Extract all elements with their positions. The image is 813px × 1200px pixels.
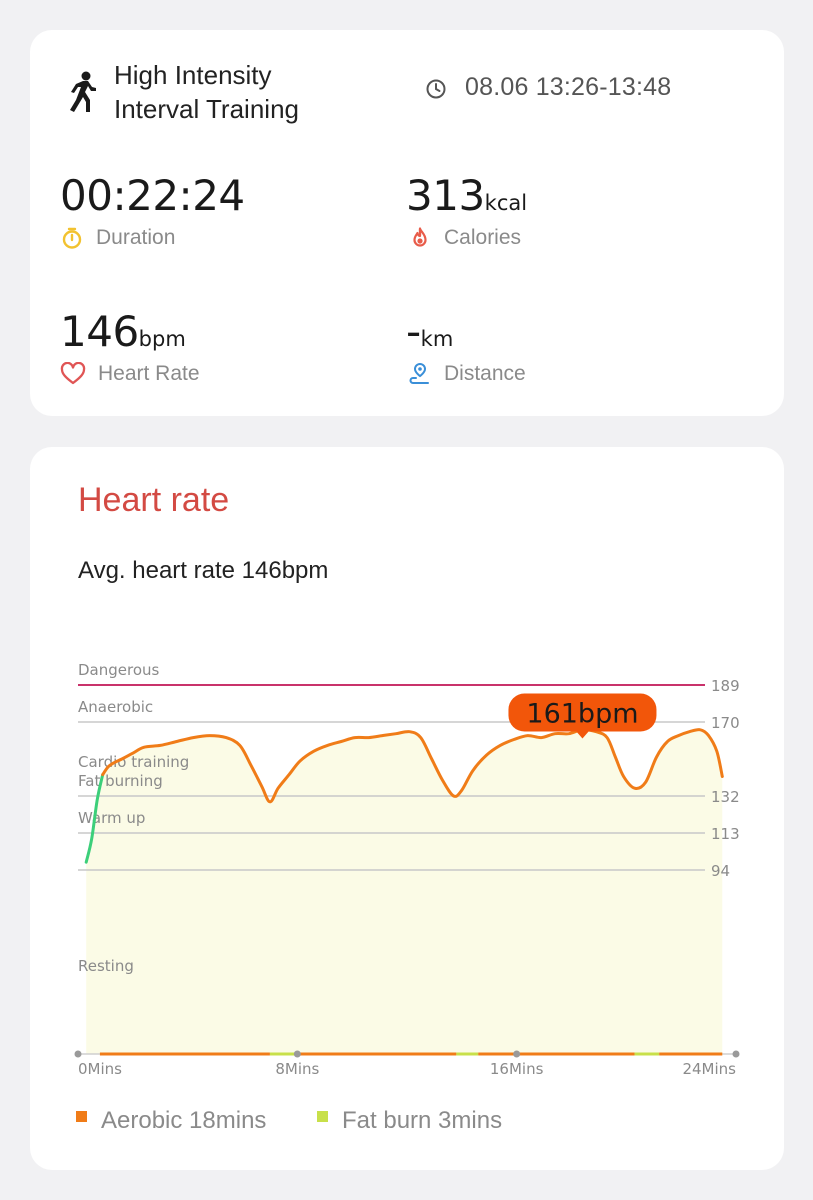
stopwatch-icon: [62, 227, 82, 249]
y-tick-94: 94: [711, 862, 730, 880]
max-heart-rate-label: 161bpm: [526, 699, 638, 730]
duration-label: Duration: [60, 226, 175, 250]
legend-item-fat-burn: Fat burn 3mins: [317, 1107, 502, 1135]
max-heart-rate-pointer: [575, 730, 590, 739]
y-tick-132: 132: [711, 788, 740, 806]
distance-label: Distance: [408, 362, 526, 386]
heart-rate-chart[interactable]: 189 Dangerous 170 Anaerobic Cardio training 1…: [30, 447, 784, 1170]
zone-label-cardio-training: Cardio training: [78, 753, 189, 771]
heart-rate-area: [86, 729, 723, 1054]
x-tick-label-1: 8Mins: [275, 1060, 319, 1078]
clock-icon: [426, 79, 446, 99]
y-tick-170: 170: [711, 714, 740, 732]
calories-label: Calories: [408, 226, 521, 250]
legend-swatch-fat-burn: [317, 1110, 328, 1122]
distance-value: -km: [406, 307, 454, 356]
workout-summary-card: High Intensity Interval Training 08.06 1…: [30, 30, 784, 416]
zone-label-anaerobic: Anaerobic: [78, 698, 153, 716]
heart-rate-value: 146bpm: [60, 307, 186, 356]
x-tick-dot-2: [513, 1050, 521, 1058]
zone-label-fat-burning: Fat burning: [78, 772, 163, 790]
y-tick-189: 189: [711, 677, 740, 695]
zone-label-resting: Resting: [78, 957, 134, 975]
heart-icon: [60, 362, 86, 385]
workout-time-range: 08.06 13:26-13:48: [465, 73, 672, 101]
calories-value: 313kcal: [406, 171, 528, 220]
zone-label-warm-up: Warm up: [78, 809, 145, 827]
legend-swatch-aerobic: [76, 1110, 87, 1122]
x-tick-dot-1: [293, 1050, 301, 1058]
heart-rate-title: Heart rate: [78, 481, 230, 519]
x-tick-dot-3: [732, 1050, 740, 1058]
x-tick-label-2: 16Mins: [490, 1060, 544, 1078]
heart-rate-label: Heart Rate: [60, 362, 200, 386]
max-heart-rate-bubble: [508, 693, 657, 732]
y-tick-113: 113: [711, 825, 740, 843]
flame-icon: [413, 227, 427, 247]
average-heart-rate: Avg. heart rate 146bpm: [78, 557, 329, 584]
heart-rate-line-warmup: [84, 773, 105, 864]
x-tick-label-3: 24Mins: [682, 1060, 736, 1078]
activity-name: High Intensity Interval Training: [114, 60, 299, 124]
duration-value: 00:22:24: [60, 171, 245, 220]
heart-rate-line: [101, 728, 724, 804]
x-tick-label-0: 0Mins: [78, 1060, 122, 1078]
heart-rate-card: Heart rate Avg. heart rate 146bpm 189 Dan…: [30, 447, 784, 1170]
x-tick-dot-0: [74, 1050, 82, 1058]
legend-item-aerobic: Aerobic 18mins: [76, 1107, 266, 1135]
running-person-icon: [70, 71, 96, 112]
zone-label-dangerous: Dangerous: [78, 661, 160, 679]
route-pin-icon: [409, 362, 429, 384]
